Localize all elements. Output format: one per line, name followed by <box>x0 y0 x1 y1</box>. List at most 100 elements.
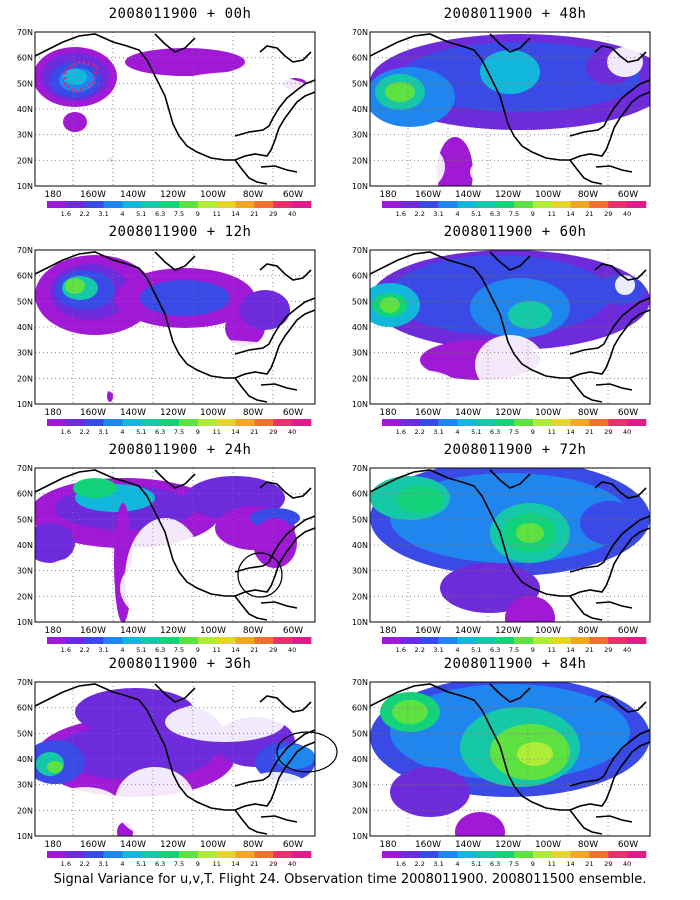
x-tick-label: 60W <box>618 190 638 200</box>
variance-blob <box>63 69 87 85</box>
x-tick-label: 100W <box>535 408 561 418</box>
coastline <box>259 481 312 499</box>
colorbar-swatch <box>532 637 553 644</box>
x-tick-label: 120W <box>495 840 521 850</box>
variance-blob <box>385 82 415 102</box>
colorbar-label: 5.1 <box>136 210 146 218</box>
coastline <box>569 729 650 787</box>
colorbar-swatch <box>179 419 199 426</box>
panel-title: 2008011900 + 48h <box>443 6 587 22</box>
variance-blob <box>396 486 444 514</box>
y-tick-label: 30N <box>352 567 368 576</box>
x-tick-label: 180 <box>379 190 396 200</box>
colorbar-label: 9 <box>531 646 535 654</box>
colorbar-label: 40 <box>288 646 296 654</box>
y-tick-label: 50N <box>17 729 33 738</box>
colorbar-swatch <box>476 201 496 208</box>
plot-frame <box>369 681 651 837</box>
coastline <box>569 79 650 137</box>
no-signal-region <box>125 365 205 404</box>
x-tick-label: 160W <box>415 190 441 200</box>
coastline <box>569 741 650 811</box>
variance-blob <box>508 301 552 329</box>
coastline <box>154 33 196 53</box>
figure-caption: Signal Variance for u,v,T. Flight 24. Ob… <box>53 872 647 887</box>
colorbar-swatch <box>65 201 86 208</box>
x-tick-label: 140W <box>455 408 481 418</box>
x-tick-label: 180 <box>44 190 61 200</box>
colorbar-label: 3.1 <box>98 210 108 218</box>
variance-blob <box>63 112 87 132</box>
y-tick-label: 50N <box>17 515 33 524</box>
colorbar-label: 40 <box>623 428 631 436</box>
colorbar-swatch <box>160 637 180 644</box>
panel-title: 2008011900 + 24h <box>108 442 252 458</box>
colorbar-swatch <box>292 419 312 426</box>
colorbar-swatch <box>65 419 86 426</box>
coastline <box>370 251 603 403</box>
no-signal-region <box>475 335 545 395</box>
y-tick-label: 30N <box>352 131 368 140</box>
variance-blob <box>455 812 505 836</box>
variance-blob <box>580 501 640 545</box>
y-tick-label: 20N <box>17 806 33 815</box>
x-tick-label: 100W <box>535 840 561 850</box>
x-tick-label: 60W <box>618 626 638 636</box>
colorbar-label: 29 <box>604 646 612 654</box>
x-tick-label: 140W <box>120 626 146 636</box>
colorbar-swatch <box>419 851 439 858</box>
colorbar-label: 29 <box>604 428 612 436</box>
y-tick-label: 30N <box>17 567 33 576</box>
x-tick-label: 120W <box>495 190 521 200</box>
colorbar-label: 2.2 <box>80 428 90 436</box>
colorbar-swatch <box>514 419 534 426</box>
y-tick-label: 40N <box>352 105 368 114</box>
colorbar-swatch <box>495 201 515 208</box>
y-tick-label: 70N <box>17 28 33 37</box>
colorbar-swatch <box>197 419 218 426</box>
colorbar-swatch <box>532 419 553 426</box>
colorbar-swatch <box>551 419 571 426</box>
colorbar-swatch <box>235 419 255 426</box>
x-tick-label: 180 <box>379 840 396 850</box>
colorbar-label: 4 <box>120 428 124 436</box>
colorbar-label: 9 <box>196 428 200 436</box>
panel-36h: 2008011900 + 36h 70N 60N 50N 40N 30N 20N 10N 18… <box>10 654 350 872</box>
colorbar-swatch <box>179 201 199 208</box>
coastline <box>234 729 315 787</box>
variance-blob <box>437 137 473 186</box>
x-tick-label: 180 <box>44 626 61 636</box>
colorbar-label: 9 <box>196 210 200 218</box>
colorbar-swatch <box>457 637 477 644</box>
variance-map: 70N 60N 50N 40N 30N 20N 10N 180 160W 140W 120W 100W… <box>17 246 316 436</box>
colorbar-swatch <box>382 637 402 644</box>
plot-frame <box>34 467 316 623</box>
x-tick-label: 120W <box>160 408 186 418</box>
panel-title: 2008011900 + 00h <box>108 6 252 22</box>
x-tick-label: 160W <box>415 626 441 636</box>
flight-track <box>63 60 99 94</box>
coastline <box>489 33 531 53</box>
colorbar-label: 2.2 <box>80 646 90 654</box>
x-tick-label: 80W <box>578 840 598 850</box>
y-tick-label: 60N <box>352 54 368 63</box>
colorbar-swatch <box>570 637 590 644</box>
field-layer <box>35 682 315 836</box>
panel-00h: 2008011900 + 00h 70N 60N 50N 40N 30N 20N 10N 18… <box>10 4 350 222</box>
x-tick-label: 180 <box>44 840 61 850</box>
y-tick-label: 10N <box>352 400 368 409</box>
x-tick-label: 100W <box>200 840 226 850</box>
colorbar-label: 40 <box>623 860 631 868</box>
plot-frame <box>369 467 651 623</box>
colorbar-swatch <box>216 851 236 858</box>
colorbar-label: 9 <box>531 210 535 218</box>
colorbar-label: 21 <box>585 860 593 868</box>
no-signal-region <box>125 518 205 622</box>
y-tick-label: 70N <box>17 246 33 255</box>
colorbar-swatch <box>273 851 293 858</box>
colorbar-swatch <box>438 637 458 644</box>
panel-title: 2008011900 + 36h <box>108 656 252 672</box>
coastline <box>234 515 315 573</box>
variance-blob <box>505 596 555 622</box>
no-signal-region <box>165 702 285 742</box>
